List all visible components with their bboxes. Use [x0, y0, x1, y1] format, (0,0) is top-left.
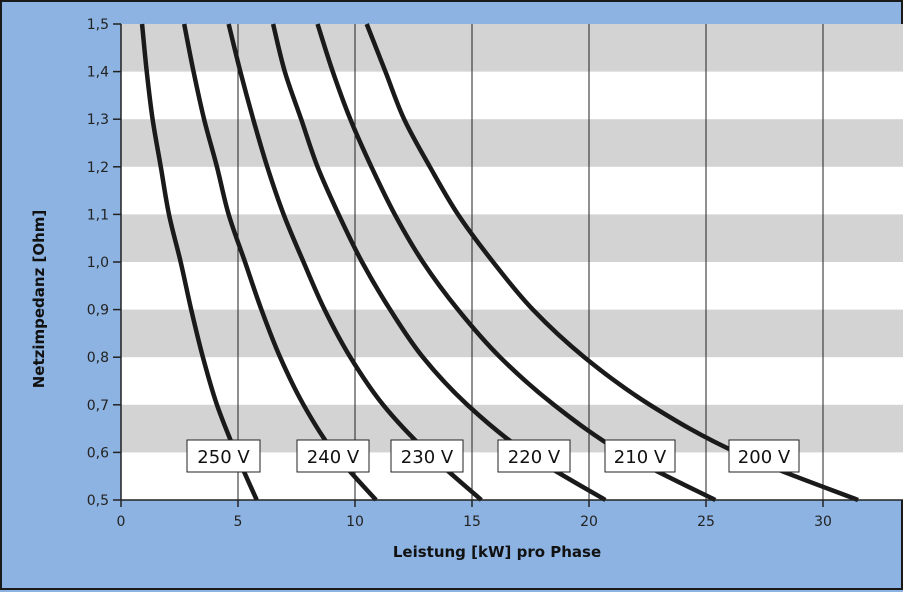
curve-230v — [226, 23, 483, 502]
series-label-box — [497, 439, 571, 473]
series-label: 200 V — [728, 439, 800, 473]
y-tick-label: 0,5 — [87, 493, 109, 509]
grid-band — [121, 214, 903, 262]
y-tick-label: 1,0 — [87, 255, 109, 271]
series-label-box — [390, 439, 464, 473]
curve-220v — [270, 23, 607, 502]
x-tick-label: 20 — [580, 514, 598, 530]
series-label: 220 V — [497, 439, 571, 473]
series-label-box — [604, 439, 676, 473]
y-tick-label: 0,7 — [87, 398, 109, 414]
series-label-text: 200 V — [738, 447, 791, 468]
y-tick-label: 1,1 — [87, 207, 109, 223]
x-axis-title: Leistung [kW] pro Phase — [393, 543, 601, 561]
series-label-box — [728, 439, 800, 473]
x-tick-label: 30 — [814, 514, 832, 530]
x-tick-label: 0 — [117, 514, 126, 530]
x-tick-label: 10 — [346, 514, 364, 530]
curve-250v — [139, 23, 259, 501]
series-label: 230 V — [390, 439, 464, 473]
series-label: 240 V — [296, 439, 370, 473]
curve-210v — [315, 23, 717, 503]
y-tick-label: 0,8 — [87, 350, 109, 366]
series-label-text: 210 V — [614, 447, 667, 468]
curve-240v — [181, 23, 378, 502]
y-tick-label: 1,3 — [87, 112, 109, 128]
series-label: 210 V — [604, 439, 676, 473]
series-label-text: 230 V — [401, 447, 454, 468]
y-tick-label: 1,2 — [87, 160, 109, 176]
y-tick-label: 0,6 — [87, 445, 109, 461]
x-tick-label: 5 — [234, 514, 243, 530]
y-tick-label: 1,5 — [87, 17, 109, 33]
y-tick-label: 1,4 — [87, 65, 109, 81]
series-label: 250 V — [186, 439, 261, 473]
grid-band — [121, 119, 903, 167]
curve-200v — [364, 23, 859, 503]
y-tick-label: 0,9 — [87, 303, 109, 319]
grid-band — [121, 309, 903, 358]
series-label-text: 240 V — [307, 447, 360, 468]
series-label-text: 250 V — [197, 447, 250, 468]
series-label-text: 220 V — [508, 447, 561, 468]
series-label-box — [186, 439, 261, 473]
series-label-box — [296, 439, 370, 473]
grid-band — [121, 24, 903, 72]
x-tick-label: 15 — [463, 514, 481, 530]
y-axis-title: Netzimpedanz [Ohm] — [30, 210, 48, 389]
x-tick-label: 25 — [697, 514, 715, 530]
